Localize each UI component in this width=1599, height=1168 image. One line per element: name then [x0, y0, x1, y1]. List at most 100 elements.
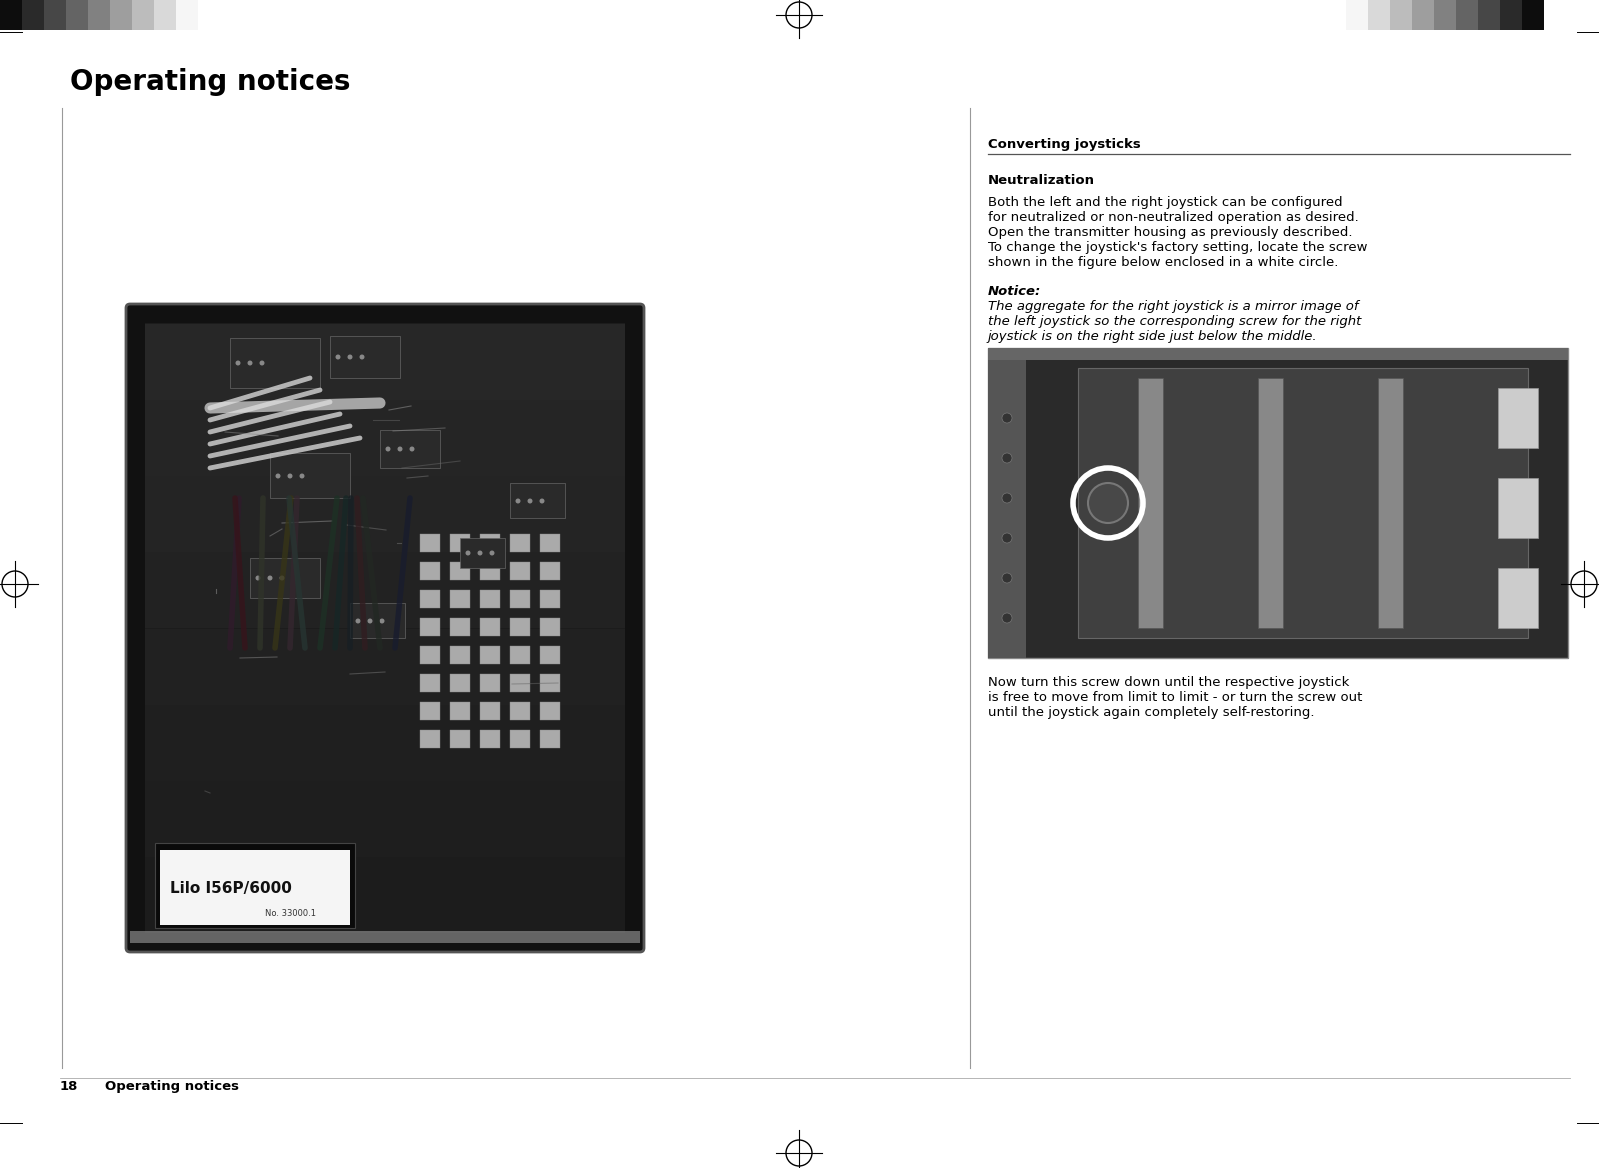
Circle shape	[478, 550, 483, 556]
Bar	[421, 590, 440, 609]
Text: the left joystick so the corresponding screw for the right: the left joystick so the corresponding s…	[988, 315, 1361, 328]
Bar	[1258, 378, 1282, 628]
Bar	[421, 618, 440, 637]
Bar	[1500, 0, 1522, 30]
Bar	[480, 674, 500, 691]
Text: 18: 18	[61, 1080, 78, 1093]
Circle shape	[288, 473, 293, 479]
Bar	[449, 730, 470, 748]
Bar	[421, 702, 440, 719]
Circle shape	[360, 355, 365, 360]
Bar	[449, 646, 470, 663]
Bar	[155, 843, 355, 929]
Circle shape	[1003, 413, 1012, 423]
Text: is free to move from limit to limit - or turn the screw out: is free to move from limit to limit - or…	[988, 691, 1362, 704]
Circle shape	[1003, 533, 1012, 543]
Bar	[421, 674, 440, 691]
Text: To change the joystick's factory setting, locate the screw: To change the joystick's factory setting…	[988, 241, 1367, 253]
Circle shape	[248, 361, 253, 366]
Bar	[146, 477, 625, 552]
Bar	[510, 618, 529, 637]
Bar	[1369, 0, 1390, 30]
Circle shape	[398, 446, 403, 452]
Bar	[540, 730, 560, 748]
Bar	[988, 348, 1569, 360]
Text: for neutralized or non-neutralized operation as desired.: for neutralized or non-neutralized opera…	[988, 211, 1359, 224]
Bar	[510, 646, 529, 663]
Bar	[1477, 0, 1500, 30]
Bar	[45, 0, 66, 30]
Bar	[510, 702, 529, 719]
Text: shown in the figure below enclosed in a white circle.: shown in the figure below enclosed in a …	[988, 256, 1338, 269]
Bar	[540, 646, 560, 663]
Bar	[480, 730, 500, 748]
Bar	[146, 552, 625, 628]
Text: until the joystick again completely self-restoring.: until the joystick again completely self…	[988, 705, 1314, 719]
Bar	[133, 0, 154, 30]
Bar	[510, 484, 564, 517]
Circle shape	[385, 446, 390, 452]
Bar	[22, 0, 45, 30]
Bar	[510, 590, 529, 609]
Bar	[146, 781, 625, 857]
Bar	[480, 646, 500, 663]
Bar	[381, 430, 440, 468]
Bar	[988, 348, 1027, 658]
Bar	[510, 674, 529, 691]
Text: Neutralization: Neutralization	[988, 174, 1095, 187]
Bar	[1346, 0, 1369, 30]
Text: The aggregate for the right joystick is a mirror image of: The aggregate for the right joystick is …	[988, 300, 1359, 313]
Bar	[988, 348, 1569, 658]
Circle shape	[409, 446, 414, 452]
Bar	[146, 630, 625, 705]
Bar	[1434, 0, 1457, 30]
Bar	[510, 562, 529, 580]
Bar	[1378, 378, 1402, 628]
Bar	[110, 0, 133, 30]
Bar	[421, 646, 440, 663]
Bar	[421, 730, 440, 748]
Text: Both the left and the right joystick can be configured: Both the left and the right joystick can…	[988, 196, 1343, 209]
Circle shape	[259, 361, 264, 366]
Bar	[540, 674, 560, 691]
Text: Notice:: Notice:	[988, 285, 1041, 298]
Circle shape	[355, 619, 360, 624]
Circle shape	[1003, 573, 1012, 583]
Circle shape	[1003, 493, 1012, 503]
Bar	[449, 590, 470, 609]
Bar	[88, 0, 110, 30]
Bar	[1078, 368, 1529, 638]
Bar	[1498, 478, 1538, 538]
Bar	[480, 618, 500, 637]
Bar	[130, 931, 640, 943]
Bar	[540, 618, 560, 637]
Bar	[270, 453, 350, 498]
FancyBboxPatch shape	[126, 304, 644, 952]
Text: Converting joysticks: Converting joysticks	[988, 138, 1140, 151]
Bar	[146, 857, 625, 933]
Circle shape	[465, 550, 470, 556]
Bar	[1390, 0, 1412, 30]
Circle shape	[256, 576, 261, 580]
Circle shape	[368, 619, 373, 624]
Bar	[154, 0, 176, 30]
Bar	[329, 336, 400, 378]
Bar	[480, 702, 500, 719]
Bar	[230, 338, 320, 388]
Bar	[421, 562, 440, 580]
Bar	[449, 618, 470, 637]
Bar	[146, 399, 625, 477]
Text: Operating notices: Operating notices	[70, 68, 350, 96]
Text: No. 33000.1: No. 33000.1	[265, 909, 317, 918]
Circle shape	[515, 499, 521, 503]
Bar	[540, 534, 560, 552]
Bar	[1498, 388, 1538, 449]
Circle shape	[539, 499, 545, 503]
Circle shape	[275, 473, 280, 479]
Bar	[1498, 568, 1538, 628]
Bar	[421, 534, 440, 552]
Text: Operating notices: Operating notices	[106, 1080, 238, 1093]
Bar	[540, 562, 560, 580]
Bar	[461, 538, 505, 568]
Circle shape	[235, 361, 240, 366]
